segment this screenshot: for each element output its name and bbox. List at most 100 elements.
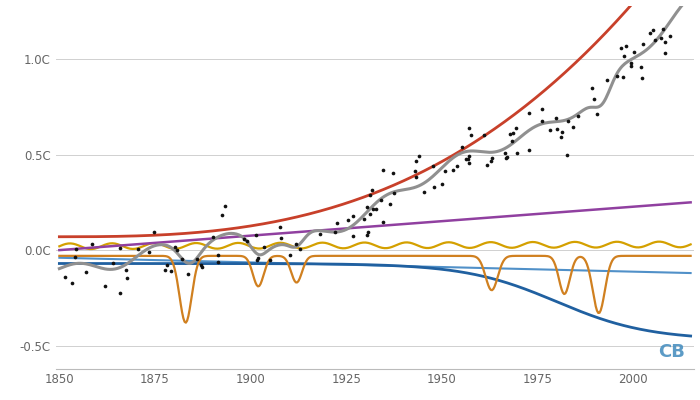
Point [650,37,661,43]
Point [144,249,155,256]
Point [252,257,263,263]
Point [387,170,398,176]
Point [664,33,676,39]
Point [457,144,468,150]
Point [636,74,648,81]
Point [485,158,496,164]
Point [621,42,632,49]
Point [80,268,92,275]
Point [220,202,231,209]
Point [330,229,341,236]
Point [586,84,597,91]
Point [637,41,648,48]
Point [120,267,132,273]
Point [617,74,629,80]
Point [347,212,358,219]
Point [524,110,535,116]
Point [367,187,378,194]
Point [551,126,562,132]
Point [169,244,181,250]
Point [428,163,439,170]
Point [86,240,97,247]
Point [148,229,159,236]
Point [182,271,193,278]
Point [276,235,287,241]
Point [428,184,439,190]
Point [196,264,207,270]
Point [625,62,636,69]
Point [376,197,387,203]
Point [625,60,636,66]
Point [562,118,573,125]
Point [500,155,511,161]
Point [657,26,668,33]
Point [536,106,547,112]
Point [389,190,400,196]
Point [252,255,263,262]
Point [562,152,573,158]
Point [545,127,556,133]
Point [284,252,295,258]
Point [212,258,223,265]
Point [463,153,474,159]
Point [419,189,430,195]
Point [511,125,522,132]
Point [486,154,498,161]
Point [499,149,510,156]
Point [556,129,567,135]
Point [479,132,490,138]
Point [659,38,670,45]
Point [368,206,379,212]
Point [342,217,354,224]
Point [619,53,630,60]
Point [482,162,493,168]
Point [414,153,425,159]
Point [207,234,218,240]
Point [212,252,223,258]
Point [635,64,646,70]
Point [265,257,276,263]
Point [216,212,228,218]
Point [410,168,421,174]
Point [59,274,70,281]
Point [440,168,451,174]
Point [314,231,326,238]
Point [115,290,126,296]
Point [114,245,125,251]
Point [290,241,302,248]
Point [108,260,119,266]
Point [601,77,612,83]
Point [556,134,567,140]
Point [589,96,600,102]
Point [377,166,388,173]
Point [573,112,584,119]
Point [615,45,626,52]
Point [99,283,110,290]
Point [258,244,270,250]
Point [361,232,372,238]
Point [121,274,132,281]
Point [66,280,78,286]
Point [361,204,372,210]
Point [647,26,658,33]
Point [410,174,421,180]
Point [71,245,82,252]
Point [628,49,639,55]
Point [508,130,519,136]
Point [656,35,667,42]
Point [274,224,286,230]
Point [358,216,370,222]
Point [176,256,188,263]
Point [165,268,176,275]
Point [191,256,202,262]
Point [436,181,447,187]
Point [365,210,376,217]
Point [241,238,253,244]
Point [645,30,656,36]
Point [447,167,458,174]
Point [502,154,513,160]
Point [69,254,80,260]
Point [410,158,421,165]
Point [460,156,471,162]
Point [365,192,376,198]
